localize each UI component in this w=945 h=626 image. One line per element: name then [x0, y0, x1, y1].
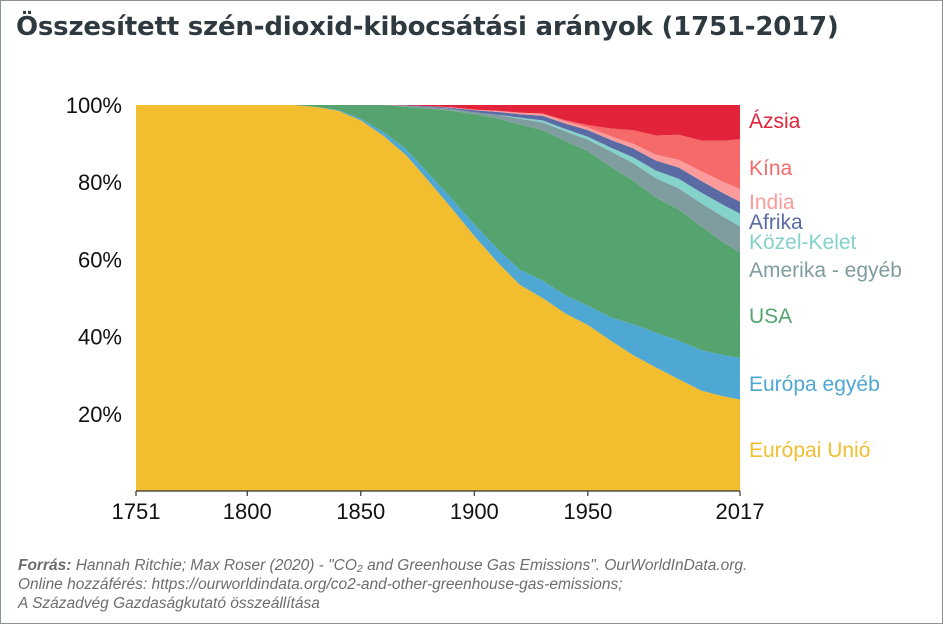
area-azsia — [136, 105, 740, 141]
source-line-3: A Századvég Gazdaságkutató összeállítása — [18, 595, 320, 612]
y-tick-label: 80% — [78, 170, 122, 195]
legend-kozel-kelet: Közel-Kelet — [749, 231, 857, 254]
legend-india: India — [749, 191, 795, 214]
area-europa-egyeb — [136, 105, 740, 400]
area-afrika — [136, 105, 740, 214]
source-citation: Hannah Ritchie; Max Roser (2020) - "CO₂ … — [71, 557, 748, 574]
x-tick-label: 1751 — [112, 499, 161, 524]
y-tick-label: 40% — [78, 325, 122, 350]
area-kina — [136, 105, 740, 189]
legend-usa: USA — [749, 305, 792, 328]
source-line-2: Online hozzáférés: https://ourworldindat… — [18, 576, 623, 593]
y-tick-label: 60% — [78, 247, 122, 272]
area-usa — [136, 105, 740, 358]
y-tick-label: 100% — [66, 93, 122, 118]
source-label: Forrás: — [18, 557, 72, 574]
y-tick-label: 20% — [78, 402, 122, 427]
legend-europai-unio: Európai Unió — [749, 439, 870, 462]
x-tick-label: 1850 — [336, 499, 385, 524]
legend-amerika-egyeb: Amerika - egyéb — [749, 259, 902, 282]
x-tick-label: 1950 — [563, 499, 612, 524]
legend-afrika: Afrika — [749, 211, 803, 234]
source-line-1: Forrás: Hannah Ritchie; Max Roser (2020)… — [18, 556, 747, 575]
legend-azsia: Ázsia — [749, 110, 801, 133]
area-amerika-egyeb — [136, 105, 740, 253]
x-tick-label: 1900 — [450, 499, 499, 524]
legend-europa-egyeb: Európa egyéb — [749, 373, 880, 396]
legend-kina: Kína — [749, 157, 793, 180]
chart-title: Összesített szén-dioxid-kibocsátási arán… — [16, 12, 839, 42]
area-india — [136, 105, 740, 202]
x-tick-label: 1800 — [223, 499, 272, 524]
source-note: Forrás: Hannah Ritchie; Max Roser (2020)… — [18, 556, 747, 613]
x-tick-label: 2017 — [716, 499, 765, 524]
area-europai-unio — [136, 105, 740, 491]
